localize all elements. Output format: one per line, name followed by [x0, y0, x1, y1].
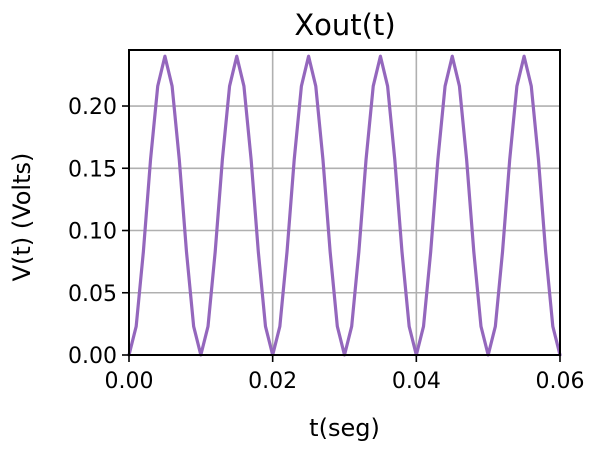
y-tick-label-1: 0.05: [68, 282, 117, 307]
x-tick-label-0: 0.00: [105, 369, 154, 394]
series-layer: [127, 54, 562, 357]
y-tick-label-0: 0.00: [68, 344, 117, 369]
y-tick-label-3: 0.15: [68, 157, 117, 182]
plot-frame: [128, 49, 561, 356]
grid-lines: [128, 50, 561, 356]
series-line-0: [127, 54, 562, 357]
x-axis-label: t(seg): [309, 414, 380, 442]
x-tick-label-2: 0.04: [392, 369, 441, 394]
x-tick-label-3: 0.06: [536, 369, 585, 394]
y-tick-label-2: 0.10: [68, 220, 117, 245]
axis-ticks: 0.00 0.02 0.04 0.06 0.00 0.05 0.10 0.15 0.20: [68, 95, 584, 394]
y-tick-label-4: 0.20: [68, 95, 117, 120]
x-tick-label-1: 0.02: [248, 369, 297, 394]
y-axis-label: V(t) (Volts): [8, 153, 36, 282]
chart-title: Xout(t): [294, 8, 395, 42]
